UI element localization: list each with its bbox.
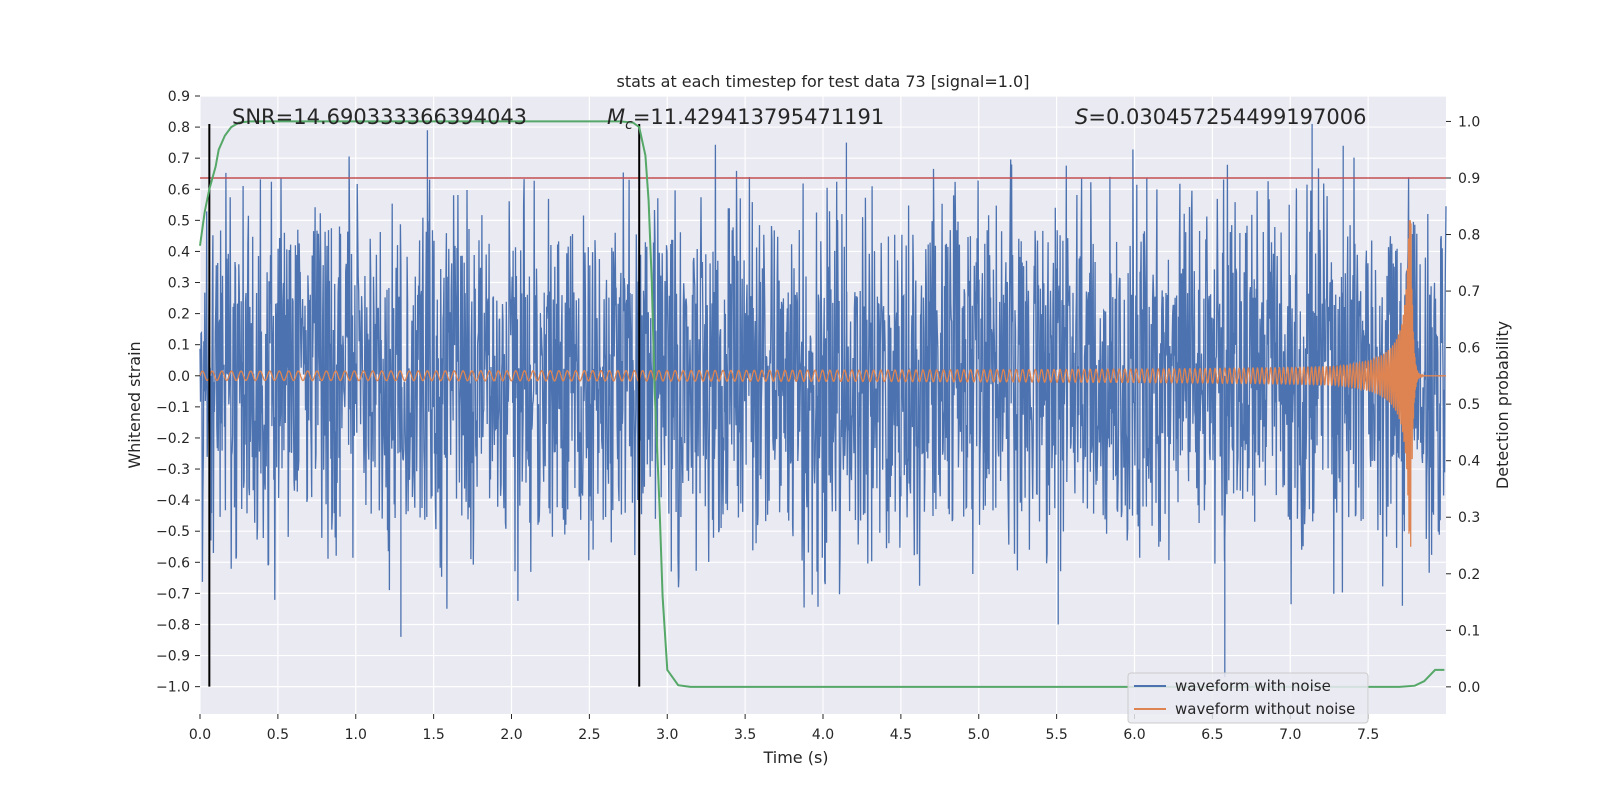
x-tick-label-7: 3.5 bbox=[734, 727, 756, 743]
y-tick-label-12: −0.3 bbox=[156, 462, 190, 478]
x-tick-label-13: 6.5 bbox=[1201, 727, 1223, 743]
legend-box bbox=[1127, 672, 1369, 724]
y2-tick-label-7: 0.3 bbox=[1458, 510, 1480, 526]
chirp-mass-subscript: c bbox=[625, 117, 633, 133]
y2-axis-label: Detection probability bbox=[1493, 321, 1512, 489]
legend: waveform with noise waveform without noi… bbox=[1127, 672, 1369, 724]
legend-label-noise: waveform with noise bbox=[1175, 677, 1331, 695]
x-tick-label-12: 6.0 bbox=[1123, 727, 1145, 743]
chart-title: stats at each timestep for test data 73 … bbox=[617, 72, 1030, 91]
y2-tick-label-4: 0.6 bbox=[1458, 341, 1480, 357]
legend-label-signal: waveform without noise bbox=[1175, 700, 1355, 718]
y-axis-label: Whitened strain bbox=[125, 341, 144, 468]
y2-tick-label-5: 0.5 bbox=[1458, 397, 1480, 413]
chirp-mass-symbol: M bbox=[607, 105, 625, 129]
x-tick-label-5: 2.5 bbox=[578, 727, 600, 743]
y-tick-label-17: −0.8 bbox=[156, 617, 190, 633]
s-value: =0.030457254499197006 bbox=[1088, 105, 1366, 129]
x-axis-label: Time (s) bbox=[762, 748, 828, 767]
x-tick-label-14: 7.0 bbox=[1279, 727, 1301, 743]
series-waveform-with-noise bbox=[199, 124, 1447, 678]
x-tick-label-9: 4.5 bbox=[890, 727, 912, 743]
y-tick-label-1: 0.8 bbox=[168, 120, 190, 136]
x-tick-label-15: 7.5 bbox=[1357, 727, 1379, 743]
y2-tick-label-9: 0.1 bbox=[1458, 623, 1480, 639]
series-waveform-without-noise bbox=[199, 220, 1446, 547]
x-tick-label-4: 2.0 bbox=[500, 727, 522, 743]
y-tick-label-15: −0.6 bbox=[156, 555, 190, 571]
y-tick-label-14: −0.5 bbox=[156, 524, 190, 540]
series-layer bbox=[199, 124, 1447, 678]
y2-tick-label-8: 0.2 bbox=[1458, 567, 1480, 583]
ticks: 0.0 0.5 1.0 1.5 2.0 2.5 3.0 3.5 4.0 4.5 5.0 5.5 6.0 6… bbox=[156, 89, 1480, 743]
chirp-mass-annotation: Mc=11.429413795471191 bbox=[607, 105, 884, 133]
s-symbol: S bbox=[1075, 105, 1088, 129]
y-tick-label-19: −1.0 bbox=[156, 680, 190, 696]
y2-tick-label-6: 0.4 bbox=[1458, 454, 1480, 470]
y-tick-label-7: 0.2 bbox=[168, 307, 190, 323]
x-tick-label-3: 1.5 bbox=[422, 727, 444, 743]
x-tick-label-0: 0.0 bbox=[189, 727, 211, 743]
y-tick-label-2: 0.7 bbox=[168, 151, 190, 167]
y-tick-label-4: 0.5 bbox=[168, 213, 190, 229]
y-tick-label-6: 0.3 bbox=[168, 276, 190, 292]
y-tick-label-16: −0.7 bbox=[156, 586, 190, 602]
y-tick-label-18: −0.9 bbox=[156, 649, 190, 665]
x-tick-label-10: 5.0 bbox=[968, 727, 990, 743]
y-tick-label-9: 0.0 bbox=[168, 369, 190, 385]
y-tick-label-0: 0.9 bbox=[168, 89, 190, 105]
x-tick-label-11: 5.5 bbox=[1045, 727, 1067, 743]
y-tick-label-13: −0.4 bbox=[156, 493, 190, 509]
y2-tick-label-3: 0.7 bbox=[1458, 284, 1480, 300]
s-annotation: S=0.030457254499197006 bbox=[1075, 105, 1366, 129]
x-tick-label-2: 1.0 bbox=[345, 727, 367, 743]
y-tick-label-8: 0.1 bbox=[168, 338, 190, 354]
y-tick-label-10: −0.1 bbox=[156, 400, 190, 416]
y-tick-label-3: 0.6 bbox=[168, 182, 190, 198]
y2-tick-label-2: 0.8 bbox=[1458, 228, 1480, 244]
x-tick-label-6: 3.0 bbox=[656, 727, 678, 743]
y2-tick-label-1: 0.9 bbox=[1458, 171, 1480, 187]
x-tick-label-1: 0.5 bbox=[267, 727, 289, 743]
chirp-mass-value: =11.429413795471191 bbox=[633, 105, 884, 129]
y2-tick-label-10: 0.0 bbox=[1458, 680, 1480, 696]
y2-tick-label-0: 1.0 bbox=[1458, 114, 1480, 130]
y-tick-label-5: 0.4 bbox=[168, 244, 190, 260]
y-tick-label-11: −0.2 bbox=[156, 431, 190, 447]
snr-annotation: SNR=14.690333366394043 bbox=[232, 105, 527, 129]
x-tick-label-8: 4.0 bbox=[812, 727, 834, 743]
